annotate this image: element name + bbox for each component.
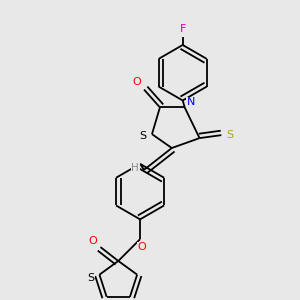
Text: S: S xyxy=(227,130,234,140)
Text: F: F xyxy=(179,24,186,34)
Text: O: O xyxy=(133,76,142,87)
Text: S: S xyxy=(87,273,94,283)
Text: S: S xyxy=(140,131,147,141)
Text: H: H xyxy=(131,163,139,173)
Text: O: O xyxy=(138,242,146,252)
Text: N: N xyxy=(186,98,195,107)
Text: O: O xyxy=(88,236,97,246)
